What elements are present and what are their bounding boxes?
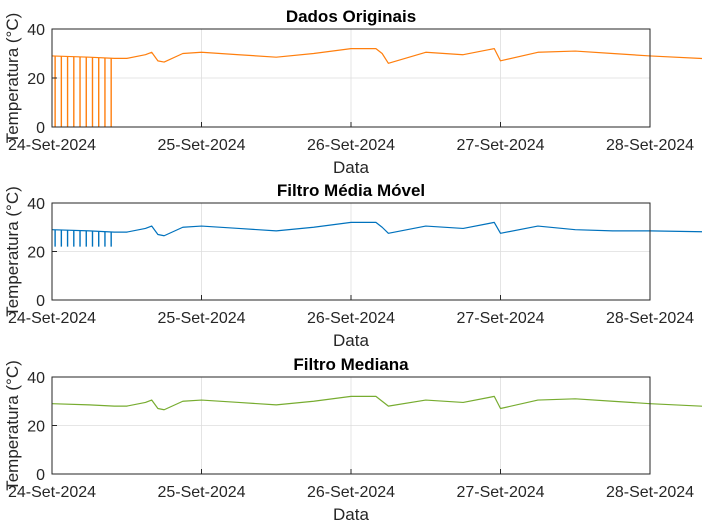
x-tick-label: 26-Set-2024 bbox=[307, 484, 395, 501]
y-axis-label: Temperatura (°C) bbox=[3, 186, 22, 317]
x-tick-label: 26-Set-2024 bbox=[307, 310, 395, 327]
x-tick-label: 25-Set-2024 bbox=[157, 310, 245, 327]
x-tick-label: 27-Set-2024 bbox=[456, 484, 544, 501]
x-tick-label: 25-Set-2024 bbox=[157, 137, 245, 154]
x-tick-label: 24-Set-2024 bbox=[8, 484, 96, 501]
series-line-2 bbox=[51, 221, 702, 237]
x-tick-label: 26-Set-2024 bbox=[307, 137, 395, 154]
y-tick-label: 20 bbox=[27, 71, 45, 88]
y-axis-label: Temperatura (°C) bbox=[3, 13, 22, 144]
x-axis-label: Data bbox=[333, 505, 369, 524]
chart-title-1: Dados Originais bbox=[286, 7, 416, 26]
x-tick-label: 28-Set-2024 bbox=[606, 310, 694, 327]
series-line-3 bbox=[51, 395, 702, 411]
x-tick-label: 24-Set-2024 bbox=[8, 310, 96, 327]
x-tick-label: 28-Set-2024 bbox=[606, 137, 694, 154]
y-tick-label: 40 bbox=[27, 196, 45, 213]
y-tick-label: 0 bbox=[36, 467, 45, 484]
x-axis-label: Data bbox=[333, 158, 369, 177]
y-tick-label: 20 bbox=[27, 419, 45, 436]
x-tick-label: 28-Set-2024 bbox=[606, 484, 694, 501]
x-tick-label: 27-Set-2024 bbox=[456, 310, 544, 327]
y-tick-label: 20 bbox=[27, 245, 45, 262]
x-axis-label: Data bbox=[333, 331, 369, 350]
x-tick-label: 27-Set-2024 bbox=[456, 137, 544, 154]
chart-title-2: Filtro Média Móvel bbox=[277, 181, 425, 200]
y-tick-label: 0 bbox=[36, 293, 45, 310]
series-line-1 bbox=[51, 47, 702, 64]
y-tick-label: 0 bbox=[36, 120, 45, 137]
x-tick-label: 24-Set-2024 bbox=[8, 137, 96, 154]
x-tick-label: 25-Set-2024 bbox=[157, 484, 245, 501]
chart-title-3: Filtro Mediana bbox=[293, 355, 409, 374]
y-tick-label: 40 bbox=[27, 22, 45, 39]
y-axis-label: Temperatura (°C) bbox=[3, 360, 22, 491]
y-tick-label: 40 bbox=[27, 370, 45, 387]
